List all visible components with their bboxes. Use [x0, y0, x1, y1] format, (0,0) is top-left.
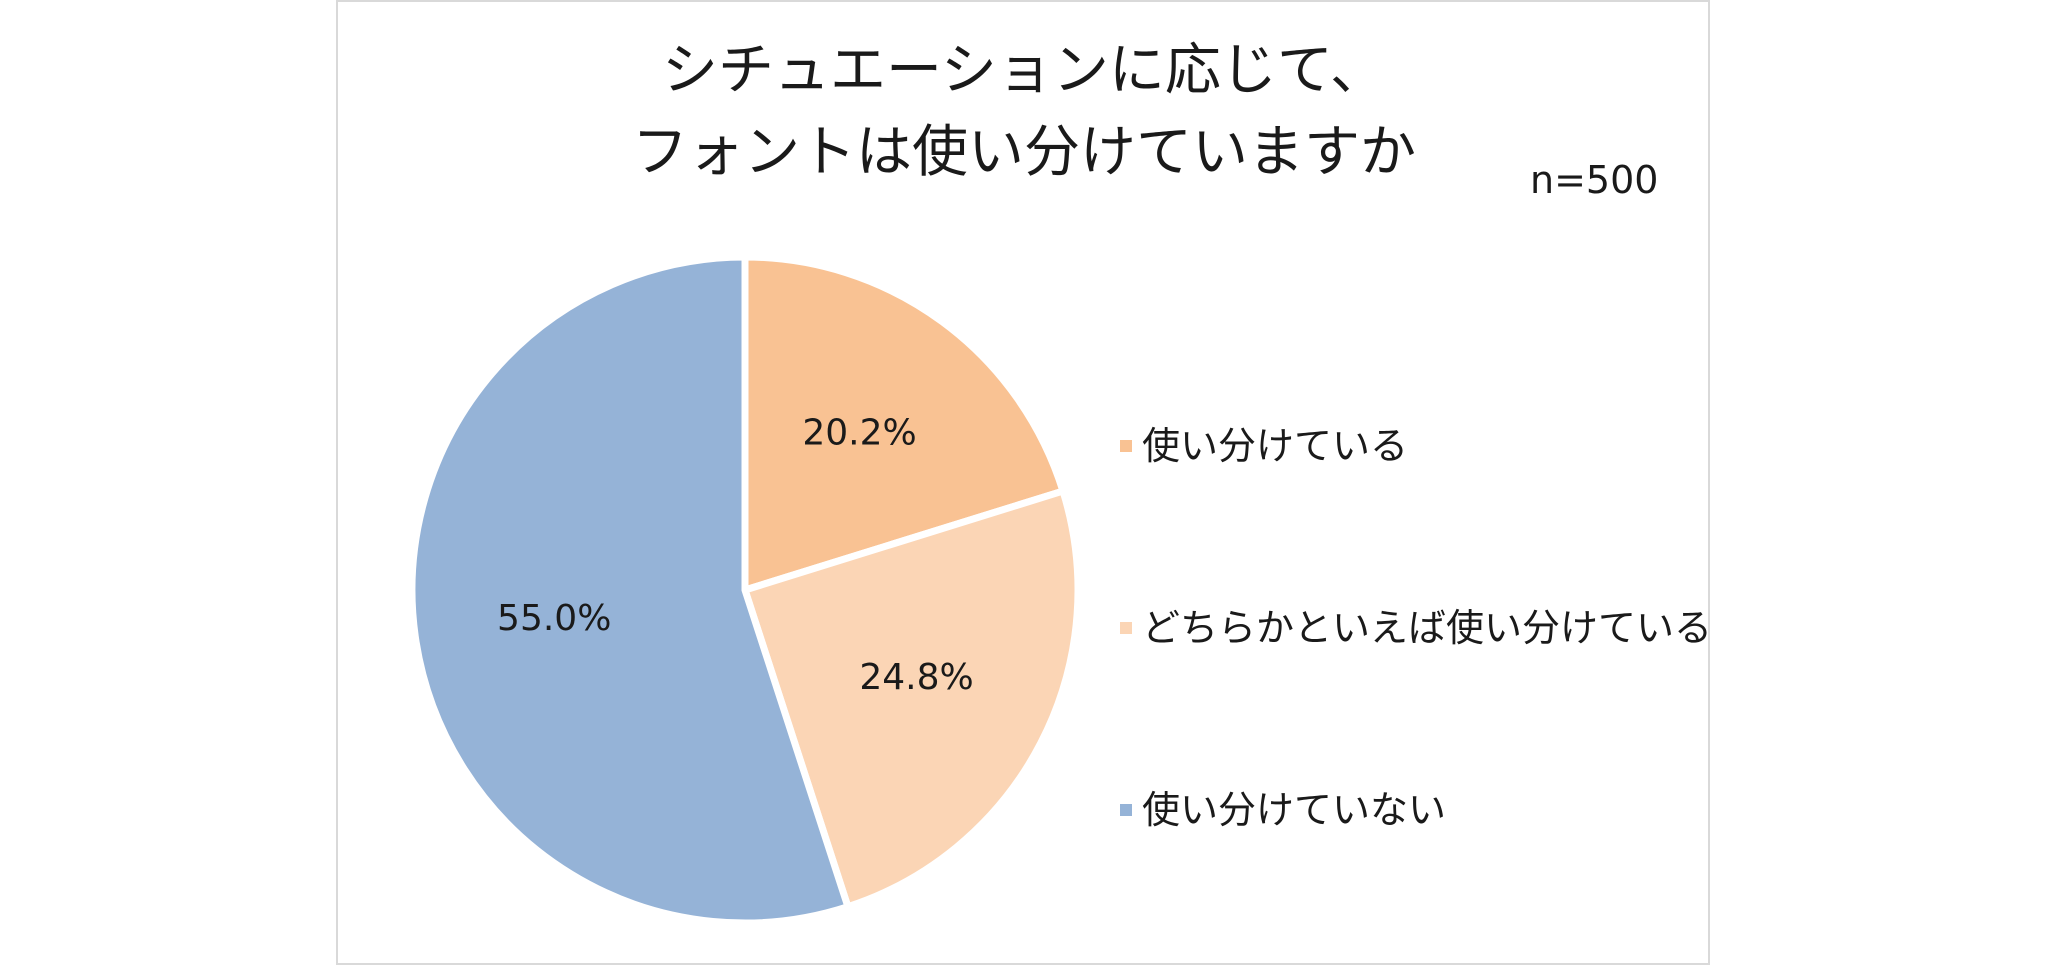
chart-title-line-2: フォントは使い分けていますか	[632, 120, 1416, 185]
pie-slice-label-2: 55.0%	[497, 598, 611, 639]
chart-title-line-1: シチュエーションに応じて、	[661, 38, 1387, 103]
legend-swatch-1	[1120, 622, 1132, 634]
legend-swatch-2	[1120, 804, 1132, 816]
legend-swatch-0	[1120, 440, 1132, 452]
sample-size-label: n=500	[1530, 158, 1659, 202]
pie-slice-0	[741, 253, 1068, 595]
pie-slice-label-0: 20.2%	[802, 412, 916, 453]
legend-label-1: どちらかといえば使い分けている	[1142, 606, 1713, 650]
legend-label-0: 使い分けている	[1142, 424, 1409, 468]
pie-slice-2	[408, 253, 853, 927]
legend-label-2: 使い分けていない	[1142, 788, 1447, 832]
pie-slice-label-1: 24.8%	[859, 657, 973, 698]
pie-slice-1	[740, 486, 1082, 912]
chart-title: シチュエーションに応じて、 フォントは使い分けていますか	[0, 30, 2048, 194]
